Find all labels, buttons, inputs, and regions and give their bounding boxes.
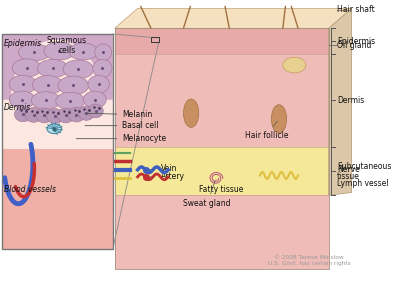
Ellipse shape	[56, 92, 85, 110]
Text: Artery: Artery	[149, 172, 184, 181]
Ellipse shape	[14, 107, 31, 122]
Ellipse shape	[25, 108, 42, 122]
Text: Fatty tissue: Fatty tissue	[199, 180, 243, 194]
Ellipse shape	[88, 75, 109, 93]
Ellipse shape	[95, 44, 112, 61]
Text: Blood vessels: Blood vessels	[4, 185, 56, 194]
Text: Subcutaneous
tissue: Subcutaneous tissue	[337, 162, 392, 181]
Ellipse shape	[78, 106, 94, 120]
Ellipse shape	[47, 109, 64, 123]
Ellipse shape	[184, 99, 199, 127]
Ellipse shape	[9, 75, 37, 93]
Ellipse shape	[83, 91, 106, 108]
Ellipse shape	[18, 44, 50, 61]
Text: Dermis: Dermis	[4, 103, 31, 112]
Bar	[115, 147, 329, 195]
Ellipse shape	[32, 76, 63, 94]
Text: Dermis: Dermis	[337, 96, 364, 105]
Text: Squamous
cells: Squamous cells	[47, 36, 87, 55]
Ellipse shape	[12, 59, 41, 77]
Ellipse shape	[88, 104, 103, 118]
Text: Hair shaft: Hair shaft	[337, 5, 375, 14]
Polygon shape	[329, 8, 352, 195]
Ellipse shape	[58, 76, 89, 95]
Ellipse shape	[68, 107, 85, 122]
Text: Epidermis: Epidermis	[4, 39, 42, 48]
Bar	[151, 37, 159, 42]
Ellipse shape	[36, 108, 53, 123]
Ellipse shape	[38, 59, 68, 78]
Text: Hair follicle: Hair follicle	[245, 121, 288, 140]
Text: Basal cell: Basal cell	[85, 121, 159, 130]
Bar	[2, 149, 113, 249]
Bar	[2, 34, 113, 249]
Polygon shape	[2, 34, 113, 100]
Text: © 2008 Terese Winslow
U.S. Govt. has certain rights: © 2008 Terese Winslow U.S. Govt. has cer…	[268, 255, 350, 266]
Ellipse shape	[271, 105, 287, 133]
Ellipse shape	[283, 57, 306, 73]
Ellipse shape	[93, 59, 112, 78]
Ellipse shape	[47, 124, 62, 134]
Bar	[115, 28, 329, 54]
Text: Sweat gland: Sweat gland	[184, 181, 231, 208]
Ellipse shape	[44, 42, 74, 60]
Bar	[2, 34, 113, 249]
Ellipse shape	[69, 43, 98, 60]
Ellipse shape	[9, 91, 35, 108]
Text: Lymph vessel: Lymph vessel	[337, 179, 389, 188]
Bar	[115, 54, 329, 147]
Text: Vein: Vein	[149, 164, 177, 173]
Bar	[115, 28, 329, 269]
Ellipse shape	[63, 60, 94, 79]
Text: Melanocyte: Melanocyte	[76, 134, 166, 143]
Ellipse shape	[31, 92, 60, 109]
Bar	[115, 195, 329, 269]
Text: Epidermis: Epidermis	[337, 37, 375, 46]
Text: Melanin: Melanin	[85, 110, 152, 119]
Text: Nerve: Nerve	[337, 165, 360, 174]
Text: Oil gland: Oil gland	[337, 41, 372, 50]
Ellipse shape	[57, 108, 74, 123]
Polygon shape	[115, 8, 352, 28]
